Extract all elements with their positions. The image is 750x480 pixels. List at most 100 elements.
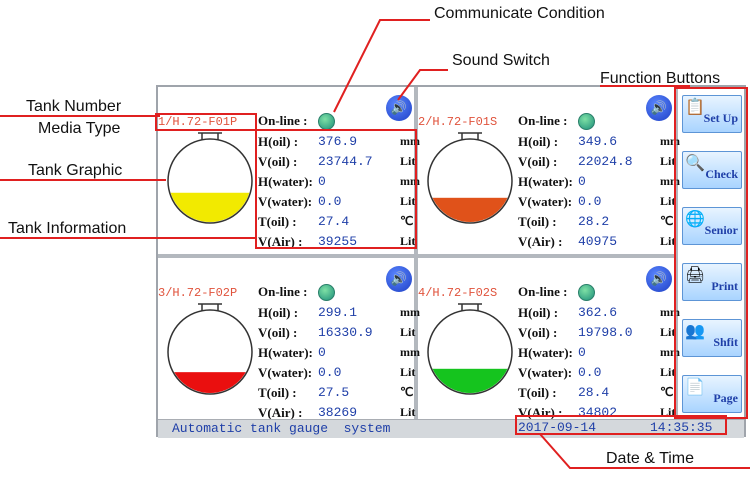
date-display: 2017-09-14: [518, 420, 597, 435]
v-water-label: V(water):: [518, 194, 573, 209]
v-oil-value: 23744.7: [318, 154, 373, 169]
unit-lit: Lit: [400, 234, 416, 248]
button-label: Set Up: [703, 111, 738, 125]
unit-mm: mm: [660, 305, 680, 319]
tank-graphic[interactable]: [162, 300, 258, 396]
v-water-value: 0.0: [578, 365, 602, 380]
callout-date-time: Date & Time: [606, 450, 695, 467]
callout-media-type: Media Type: [38, 120, 121, 137]
h-oil-label: H(oil) :: [518, 134, 559, 149]
v-air-value: 40975: [578, 234, 618, 249]
tank-outline: [167, 309, 253, 395]
time-display: 14:35:35: [650, 420, 713, 435]
v-oil-label: V(oil) :: [518, 154, 558, 169]
check-button[interactable]: 🔍 Check: [682, 151, 742, 189]
tank-outline: [427, 309, 513, 395]
button-label: Shfit: [713, 335, 738, 349]
monitor-screen: 1/H.72-F01P On-line : H(oil) : 376.9 mm V(…: [156, 85, 746, 438]
unit-lit: Lit: [400, 405, 416, 419]
t-oil-label: T(oil) :: [518, 214, 557, 229]
print-button[interactable]: 🖨 Print: [682, 263, 742, 301]
unit-lit: Lit: [400, 325, 416, 339]
h-water-value: 0: [578, 345, 586, 360]
online-label: On-line :: [518, 284, 568, 299]
v-water-label: V(water):: [258, 194, 313, 209]
h-water-label: H(water):: [518, 174, 573, 189]
callout-sound-switch: Sound Switch: [452, 52, 550, 69]
tank-panel-4: 4/H.72-F02S On-line : H(oil) : 362.6 mm V(…: [418, 258, 680, 425]
t-oil-value: 27.5: [318, 385, 350, 400]
h-oil-value: 299.1: [318, 305, 358, 320]
page-button[interactable]: 📄 Page: [682, 375, 742, 413]
shift-button[interactable]: 👥 Shfit: [682, 319, 742, 357]
sound-switch-button[interactable]: 🔊: [386, 95, 412, 121]
senior-button[interactable]: 🌐 Senior: [682, 207, 742, 245]
tank-graphic[interactable]: [422, 129, 518, 225]
online-label: On-line :: [258, 284, 308, 299]
v-water-value: 0.0: [578, 194, 602, 209]
sound-switch-button[interactable]: 🔊: [646, 266, 672, 292]
v-oil-label: V(oil) :: [518, 325, 558, 340]
unit-lit: Lit: [400, 365, 416, 379]
v-air-value: 39255: [318, 234, 358, 249]
setup-button[interactable]: 📋 Set Up: [682, 95, 742, 133]
v-air-label: V(Air) :: [258, 234, 303, 249]
tank-neck: [198, 132, 222, 140]
v-water-value: 0.0: [318, 365, 342, 380]
unit-celsius: ℃: [400, 385, 414, 399]
t-oil-value: 28.2: [578, 214, 610, 229]
unit-lit: Lit: [660, 234, 676, 248]
h-oil-value: 376.9: [318, 134, 358, 149]
online-label: On-line :: [518, 113, 568, 128]
unit-celsius: ℃: [660, 385, 674, 399]
tank-panel-1: 1/H.72-F01P On-line : H(oil) : 376.9 mm V(…: [158, 87, 420, 254]
h-oil-label: H(oil) :: [258, 305, 299, 320]
sound-switch-button[interactable]: 🔊: [646, 95, 672, 121]
h-water-label: H(water):: [258, 174, 313, 189]
v-oil-label: V(oil) :: [258, 154, 298, 169]
h-water-value: 0: [318, 174, 326, 189]
speaker-icon: 🔊: [650, 100, 668, 115]
v-oil-value: 22024.8: [578, 154, 633, 169]
t-oil-label: T(oil) :: [258, 214, 297, 229]
v-oil-value: 19798.0: [578, 325, 633, 340]
unit-lit: Lit: [660, 325, 676, 339]
horizontal-divider: [158, 254, 674, 258]
tank-neck: [198, 303, 222, 311]
t-oil-label: T(oil) :: [518, 385, 557, 400]
unit-mm: mm: [400, 174, 420, 188]
tank-id: 4/H.72-F02S: [418, 286, 498, 300]
button-label: Check: [705, 167, 738, 181]
tank-id: 2/H.72-F01S: [418, 115, 498, 129]
h-oil-label: H(oil) :: [518, 305, 559, 320]
tank-id: 1/H.72-F01P: [158, 115, 238, 129]
sound-switch-button[interactable]: 🔊: [386, 266, 412, 292]
t-oil-value: 27.4: [318, 214, 350, 229]
speaker-icon: 🔊: [390, 271, 408, 286]
speaker-icon: 🔊: [390, 100, 408, 115]
tank-outline: [167, 138, 253, 224]
v-air-label: V(Air) :: [518, 234, 563, 249]
tank-panel-2: 2/H.72-F01S On-line : H(oil) : 349.6 mm V(…: [418, 87, 680, 254]
h-water-value: 0: [318, 345, 326, 360]
v-air-value: 34802: [578, 405, 618, 420]
vertical-divider: [414, 87, 418, 419]
tank-graphic[interactable]: [422, 300, 518, 396]
tank-graphic[interactable]: [162, 129, 258, 225]
h-oil-value: 362.6: [578, 305, 618, 320]
search-icon: 🔍: [685, 155, 705, 172]
h-oil-label: H(oil) :: [258, 134, 299, 149]
online-status-icon: [578, 113, 595, 130]
status-bar: Automatic tank gauge system 2017-09-14 1…: [158, 419, 744, 438]
unit-mm: mm: [400, 345, 420, 359]
v-air-value: 38269: [318, 405, 358, 420]
v-water-value: 0.0: [318, 194, 342, 209]
unit-celsius: ℃: [660, 214, 674, 228]
v-oil-value: 16330.9: [318, 325, 373, 340]
unit-celsius: ℃: [400, 214, 414, 228]
people-icon: 👥: [685, 323, 705, 340]
callout-function-buttons: Function Buttons: [600, 70, 721, 87]
button-label: Senior: [704, 223, 738, 237]
speaker-icon: 🔊: [650, 271, 668, 286]
printer-icon: 🖨: [685, 267, 706, 284]
